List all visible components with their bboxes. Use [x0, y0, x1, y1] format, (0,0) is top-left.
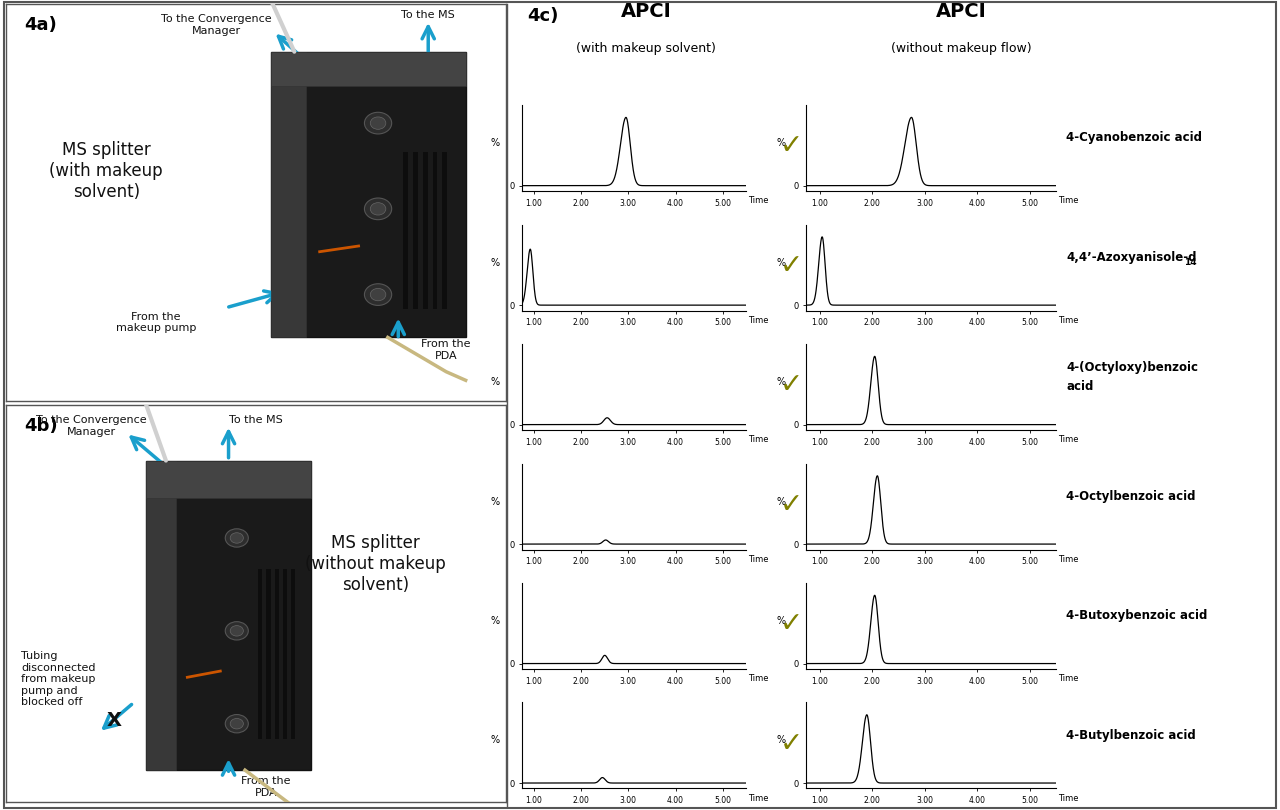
- Text: 4-(Octyloxy)benzoic: 4-(Octyloxy)benzoic: [1066, 360, 1198, 373]
- Text: Time: Time: [1059, 196, 1079, 205]
- Circle shape: [225, 621, 248, 640]
- Circle shape: [225, 529, 248, 547]
- Text: To the Convergence
Manager: To the Convergence Manager: [36, 415, 147, 437]
- Text: 4-Cyanobenzoic acid: 4-Cyanobenzoic acid: [1066, 131, 1202, 144]
- Text: Time: Time: [749, 674, 769, 683]
- Text: Time: Time: [749, 196, 769, 205]
- Text: Time: Time: [1059, 555, 1079, 564]
- Bar: [146, 461, 175, 770]
- Text: APCI: APCI: [621, 2, 672, 21]
- Text: APCI: APCI: [936, 2, 987, 21]
- Y-axis label: %: %: [777, 497, 786, 506]
- Text: 4-Butoxybenzoic acid: 4-Butoxybenzoic acid: [1066, 609, 1207, 622]
- Circle shape: [370, 288, 385, 301]
- Text: ✓: ✓: [780, 610, 803, 638]
- Text: ✓: ✓: [780, 491, 803, 519]
- Y-axis label: %: %: [490, 735, 500, 745]
- Text: acid: acid: [1066, 380, 1093, 393]
- Text: 4c): 4c): [527, 7, 559, 25]
- Bar: [433, 151, 438, 309]
- Circle shape: [230, 625, 243, 636]
- Text: 14: 14: [1184, 258, 1197, 267]
- Text: From the
PDA: From the PDA: [421, 339, 471, 361]
- Bar: [271, 52, 306, 338]
- Circle shape: [225, 714, 248, 733]
- Bar: [403, 151, 408, 309]
- Text: 4,4’-Azoxyanisole-d: 4,4’-Azoxyanisole-d: [1066, 251, 1197, 264]
- Circle shape: [370, 117, 385, 130]
- Circle shape: [230, 533, 243, 544]
- Circle shape: [230, 718, 243, 729]
- Text: Time: Time: [749, 794, 769, 803]
- Text: To the MS: To the MS: [229, 415, 283, 425]
- Bar: [283, 569, 287, 740]
- Y-axis label: %: %: [777, 377, 786, 387]
- Text: ✓: ✓: [780, 730, 803, 758]
- Text: To the MS: To the MS: [402, 10, 456, 20]
- Bar: [413, 151, 419, 309]
- Bar: [146, 461, 311, 770]
- Y-axis label: %: %: [490, 139, 500, 148]
- Text: Time: Time: [1059, 316, 1079, 325]
- Text: Time: Time: [749, 435, 769, 444]
- Text: ✓: ✓: [780, 132, 803, 160]
- Bar: [271, 52, 466, 338]
- Text: From the
PDA: From the PDA: [241, 776, 291, 798]
- Y-axis label: %: %: [490, 616, 500, 626]
- Text: 4b): 4b): [24, 417, 58, 435]
- Y-axis label: %: %: [490, 258, 500, 267]
- Text: MS splitter
(with makeup
solvent): MS splitter (with makeup solvent): [50, 141, 163, 201]
- Bar: [259, 569, 262, 740]
- Text: From the
makeup pump: From the makeup pump: [116, 312, 196, 333]
- Bar: [291, 569, 296, 740]
- Text: (with makeup solvent): (with makeup solvent): [576, 42, 717, 55]
- Text: 4a): 4a): [24, 16, 56, 34]
- Circle shape: [365, 198, 392, 220]
- Text: MS splitter
(without makeup
solvent): MS splitter (without makeup solvent): [306, 534, 447, 594]
- Bar: [271, 52, 466, 86]
- Bar: [443, 151, 447, 309]
- Bar: [146, 461, 311, 497]
- Bar: [275, 569, 279, 740]
- Bar: [422, 151, 428, 309]
- Text: Time: Time: [749, 316, 769, 325]
- Text: (without makeup flow): (without makeup flow): [891, 42, 1032, 55]
- Text: Time: Time: [1059, 794, 1079, 803]
- Y-axis label: %: %: [777, 616, 786, 626]
- Y-axis label: %: %: [777, 139, 786, 148]
- Text: 4-Butylbenzoic acid: 4-Butylbenzoic acid: [1066, 729, 1196, 742]
- Text: Time: Time: [1059, 435, 1079, 444]
- Text: To the Convergence
Manager: To the Convergence Manager: [161, 14, 271, 36]
- Y-axis label: %: %: [490, 497, 500, 506]
- Text: Time: Time: [1059, 674, 1079, 683]
- Y-axis label: %: %: [490, 377, 500, 387]
- Circle shape: [365, 284, 392, 305]
- Text: ✓: ✓: [780, 252, 803, 280]
- Text: 4-Octylbenzoic acid: 4-Octylbenzoic acid: [1066, 490, 1196, 503]
- Y-axis label: %: %: [777, 735, 786, 745]
- Text: X: X: [106, 711, 122, 730]
- Text: ✓: ✓: [780, 371, 803, 399]
- Y-axis label: %: %: [777, 258, 786, 267]
- Bar: [266, 569, 270, 740]
- Text: Tubing
disconnected
from makeup
pump and
blocked off: Tubing disconnected from makeup pump and…: [22, 651, 96, 707]
- Text: Time: Time: [749, 555, 769, 564]
- Circle shape: [365, 113, 392, 134]
- Circle shape: [370, 202, 385, 215]
